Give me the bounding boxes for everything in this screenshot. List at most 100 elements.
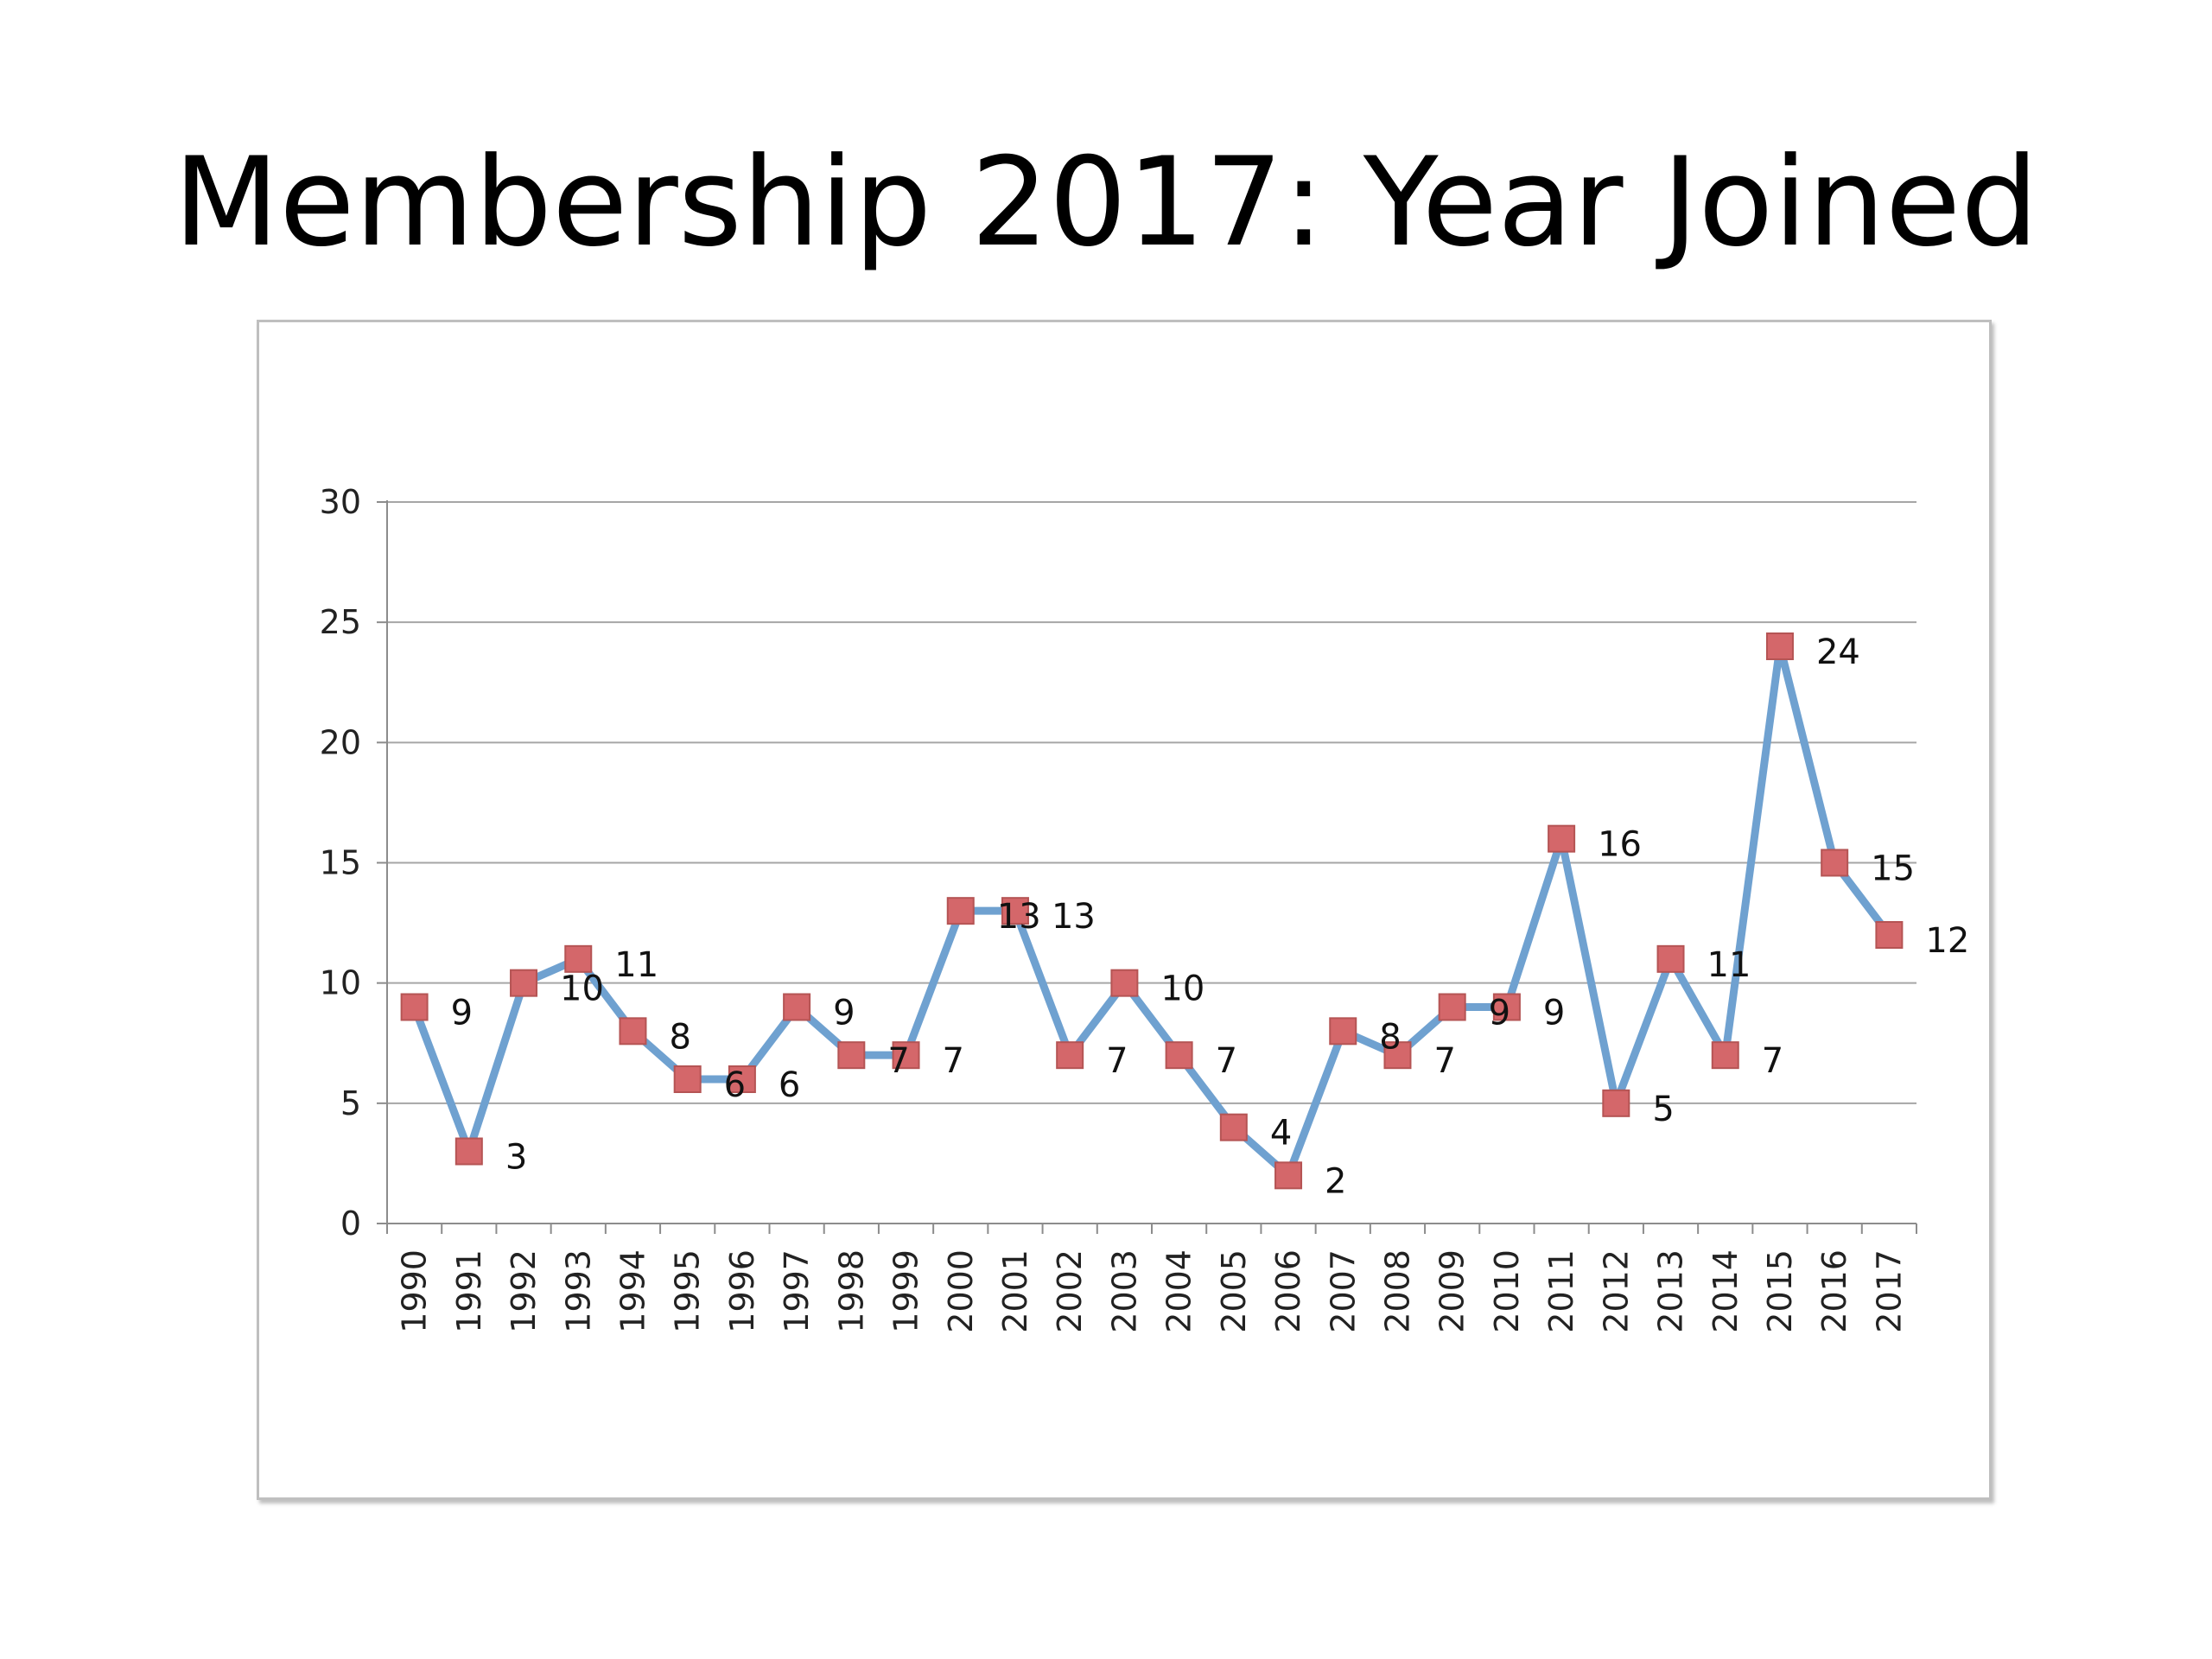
x-tick-label: 1996 bbox=[723, 1249, 761, 1333]
data-point-marker bbox=[564, 944, 593, 973]
data-label: 24 bbox=[1816, 632, 1860, 672]
data-label: 5 bbox=[1652, 1090, 1674, 1129]
x-tick-label: 2009 bbox=[1433, 1249, 1471, 1333]
data-label: 11 bbox=[1707, 945, 1751, 985]
y-tick-label: 25 bbox=[320, 603, 361, 641]
series-line bbox=[410, 642, 1893, 1179]
x-tick-label: 2015 bbox=[1761, 1249, 1799, 1333]
x-tick-label: 1990 bbox=[396, 1249, 434, 1333]
x-tick-label: 2013 bbox=[1652, 1249, 1690, 1333]
x-tick-labels: 1990 1991 1992 1993 1994 1995 1996 1997 1998 1999… bbox=[396, 1249, 1909, 1333]
x-tick-label: 2007 bbox=[1324, 1249, 1362, 1333]
data-label: 9 bbox=[1489, 994, 1510, 1033]
data-label: 9 bbox=[833, 994, 855, 1033]
x-tick-label: 2000 bbox=[942, 1249, 980, 1333]
x-tick-label: 1991 bbox=[450, 1249, 488, 1333]
data-point-marker bbox=[892, 1041, 920, 1070]
data-label: 4 bbox=[1270, 1114, 1292, 1154]
data-label: 7 bbox=[1433, 1041, 1455, 1081]
data-point-marker bbox=[1821, 849, 1849, 877]
data-point-marker bbox=[837, 1041, 866, 1070]
x-tick-label: 1992 bbox=[505, 1249, 543, 1333]
data-label: 8 bbox=[669, 1017, 690, 1057]
data-label: 15 bbox=[1871, 849, 1915, 889]
data-point-marker bbox=[946, 897, 975, 925]
y-tick-label: 30 bbox=[320, 483, 361, 521]
data-label: 13 bbox=[1052, 897, 1096, 937]
data-label: 7 bbox=[887, 1041, 909, 1081]
data-point-marker bbox=[1056, 1041, 1084, 1070]
data-point-marker bbox=[1765, 632, 1794, 660]
data-label: 12 bbox=[1925, 921, 1969, 961]
x-tick-label: 1994 bbox=[613, 1249, 652, 1333]
data-label: 13 bbox=[997, 897, 1041, 937]
x-tick-label: 2004 bbox=[1160, 1249, 1198, 1333]
data-point-marker bbox=[1274, 1161, 1303, 1190]
data-label: 6 bbox=[779, 1065, 800, 1105]
x-tick-label: 2005 bbox=[1215, 1249, 1253, 1333]
data-point-marker bbox=[454, 1137, 483, 1166]
data-label: 6 bbox=[724, 1065, 746, 1105]
data-point-marker bbox=[1602, 1089, 1630, 1117]
y-tick-label: 10 bbox=[320, 964, 361, 1002]
data-point-marker bbox=[673, 1065, 702, 1093]
x-tick-label: 2012 bbox=[1597, 1249, 1635, 1333]
x-tick-label: 2016 bbox=[1815, 1249, 1853, 1333]
data-point-marker bbox=[1219, 1113, 1248, 1141]
series-line-layer bbox=[410, 642, 1893, 1179]
data-point-marker bbox=[510, 969, 538, 997]
data-label: 7 bbox=[1106, 1041, 1128, 1081]
y-tick-label: 0 bbox=[340, 1205, 361, 1243]
data-point-marker bbox=[1548, 824, 1576, 853]
data-point-marker bbox=[1329, 1017, 1357, 1046]
x-tick-label: 2008 bbox=[1378, 1249, 1416, 1333]
x-tick-label: 1995 bbox=[669, 1249, 707, 1333]
data-point-marker bbox=[1001, 897, 1029, 925]
x-tick-label: 1993 bbox=[559, 1249, 597, 1333]
x-tick-label: 2003 bbox=[1105, 1249, 1143, 1333]
x-tick-label: 2002 bbox=[1051, 1249, 1089, 1333]
x-tick-label: 2006 bbox=[1269, 1249, 1307, 1333]
marker-layer bbox=[400, 632, 1904, 1190]
x-tick-label: 2014 bbox=[1707, 1249, 1745, 1333]
data-label: 3 bbox=[505, 1138, 527, 1178]
gridlines bbox=[387, 501, 1916, 1104]
axes bbox=[377, 500, 1917, 1234]
y-tick-label: 20 bbox=[320, 723, 361, 761]
y-tick-labels: 0 5 10 15 20 25 30 bbox=[320, 483, 361, 1243]
data-label: 11 bbox=[614, 945, 658, 985]
data-label: 10 bbox=[560, 969, 604, 1009]
data-point-marker bbox=[1438, 993, 1466, 1021]
chart-frame: 0 5 10 15 20 25 30 1990 1991 1992 1993 1994 1995 199… bbox=[257, 320, 1992, 1500]
slide-title: Membership 2017: Year Joined bbox=[173, 131, 2039, 274]
data-point-marker bbox=[1656, 944, 1685, 973]
data-point-marker bbox=[1165, 1041, 1193, 1070]
data-point-marker bbox=[728, 1065, 756, 1093]
y-tick-label: 5 bbox=[340, 1084, 361, 1122]
data-label: 16 bbox=[1598, 825, 1642, 865]
data-point-marker bbox=[400, 993, 429, 1021]
data-label: 10 bbox=[1160, 969, 1205, 1009]
x-tick-label: 2017 bbox=[1870, 1249, 1908, 1333]
data-point-marker bbox=[1711, 1041, 1739, 1070]
x-tick-label: 1997 bbox=[778, 1249, 816, 1333]
data-point-marker bbox=[619, 1017, 647, 1046]
data-label: 7 bbox=[1762, 1041, 1783, 1081]
x-tick-label: 1999 bbox=[887, 1249, 925, 1333]
data-point-marker bbox=[1110, 969, 1139, 997]
x-tick-label: 2010 bbox=[1488, 1249, 1526, 1333]
data-label: 2 bbox=[1325, 1161, 1346, 1201]
data-label: 9 bbox=[451, 994, 473, 1033]
data-label: 7 bbox=[943, 1041, 964, 1081]
data-point-marker bbox=[783, 993, 811, 1021]
data-point-marker bbox=[1492, 993, 1521, 1021]
x-tick-label: 1998 bbox=[832, 1249, 870, 1333]
data-point-marker bbox=[1383, 1041, 1412, 1070]
data-label: 8 bbox=[1379, 1017, 1401, 1057]
x-tick-label: 2001 bbox=[996, 1249, 1034, 1333]
data-label: 9 bbox=[1543, 994, 1565, 1033]
x-tick-label: 2011 bbox=[1542, 1249, 1580, 1333]
data-point-marker bbox=[1875, 921, 1904, 949]
